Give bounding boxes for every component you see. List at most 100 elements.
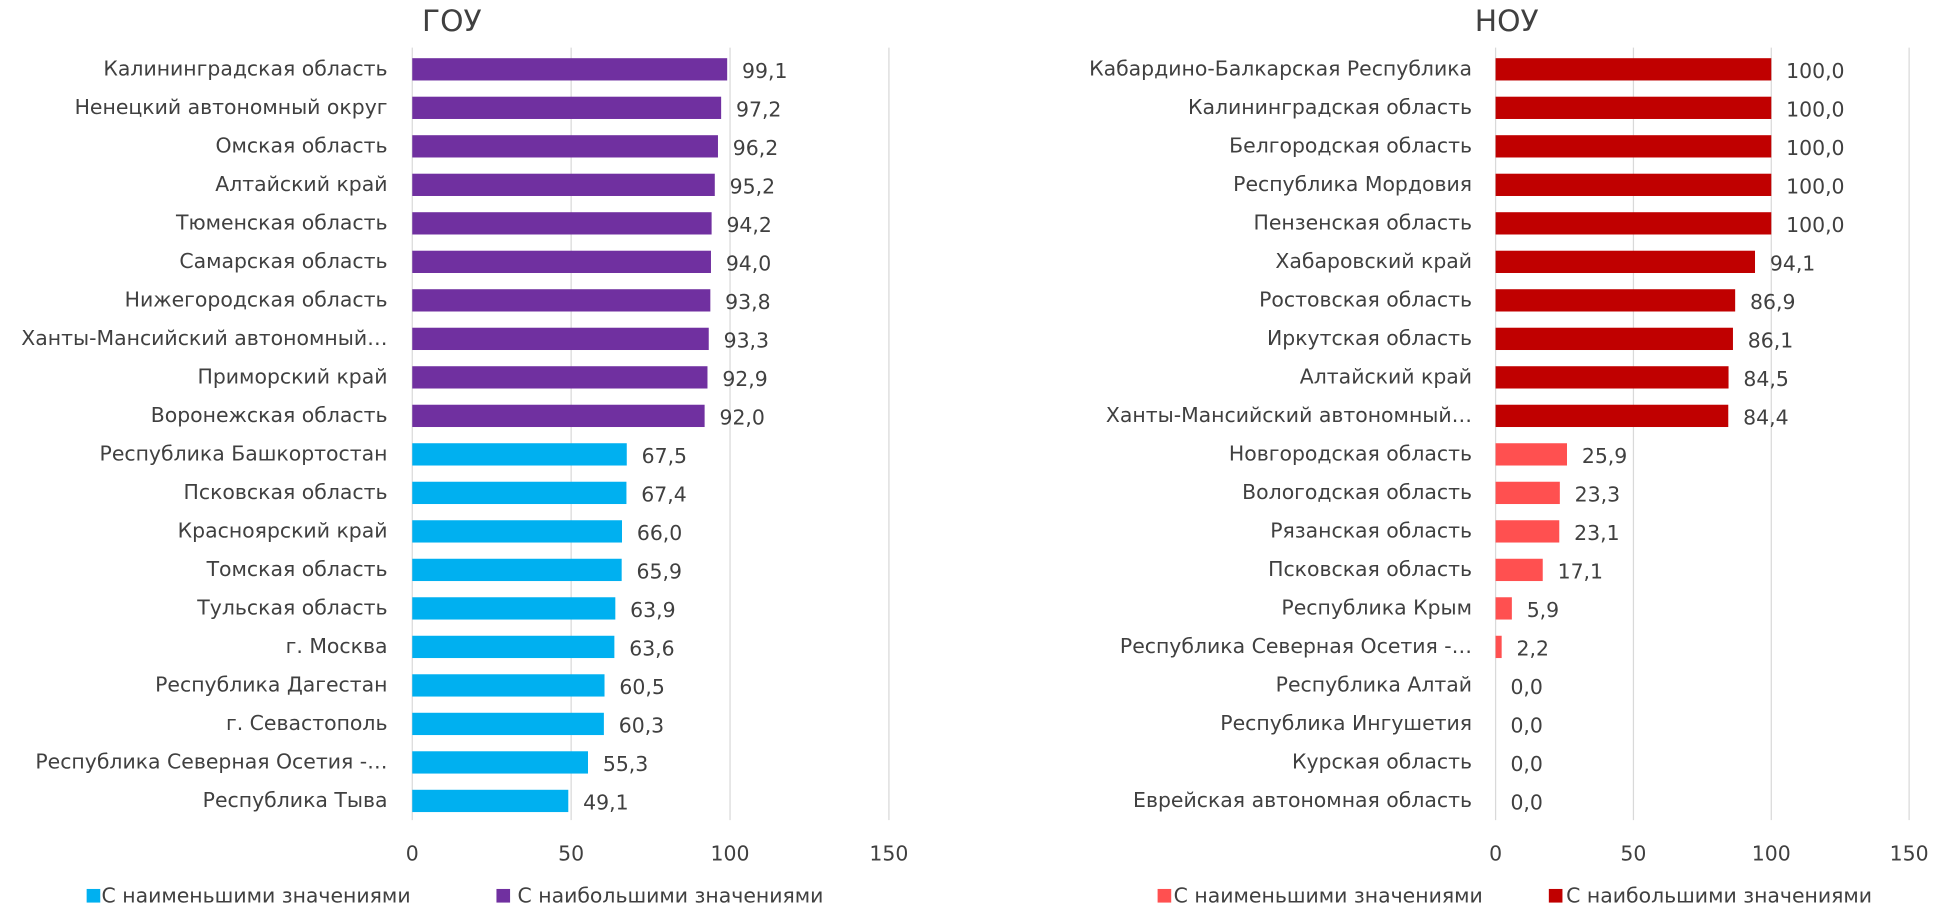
data-label: 60,5 [619,675,664,699]
x-tick-label: 100 [711,841,750,865]
category-label: Томская область [206,557,388,581]
data-label: 94,2 [726,213,771,237]
data-label: 93,3 [724,328,769,352]
bar [1495,443,1567,466]
bar [412,327,709,351]
bar [1495,520,1560,543]
x-tick-label: 150 [1890,841,1929,865]
data-label: 84,4 [1743,405,1788,429]
category-label: Республика Дагестан [155,672,387,696]
data-label: 100,0 [1786,174,1844,198]
bar [412,173,715,196]
bar [1495,327,1733,351]
bar [1495,404,1729,428]
category-label: Ненецкий автономный округ [75,95,388,119]
category-label: Республика Северная Осетия -… [35,749,387,773]
chart-title: ГОУ [422,4,482,39]
bar [1495,558,1543,582]
bar [412,751,588,774]
category-label: Ханты-Мансийский автономный… [21,326,387,350]
category-label: Пензенская область [1254,210,1473,234]
data-label: 60,3 [619,713,664,737]
data-label: 84,5 [1743,367,1788,391]
data-label: 25,9 [1582,444,1627,468]
data-label: 0,0 [1510,752,1542,776]
bar [412,250,711,273]
data-label: 65,9 [637,559,682,583]
data-label: 86,9 [1750,290,1795,314]
bar [1495,597,1512,620]
category-label: Республика Северная Осетия -… [1120,634,1472,658]
category-label: Республика Тыва [203,788,388,812]
bar [412,597,616,620]
data-label: 0,0 [1510,675,1542,699]
data-label: 92,0 [719,405,764,429]
category-label: Тульская область [196,595,387,619]
bar [1495,366,1729,389]
category-label: Иркутская область [1267,326,1472,350]
x-tick-label: 100 [1752,841,1791,865]
bar [1495,135,1772,158]
category-label: Еврейская автономная область [1133,788,1472,812]
x-tick-label: 50 [558,841,584,865]
x-tick-label: 50 [1620,841,1646,865]
category-label: Новгородская область [1229,441,1472,465]
legend-label: С наибольшими значениями [1566,883,1872,907]
category-label: Калининградская область [1188,95,1472,119]
data-label: 63,9 [630,598,675,622]
x-tick-label: 150 [869,841,908,865]
legend-swatch [1548,888,1563,903]
bar [1495,212,1772,235]
data-label: 100,0 [1786,136,1844,160]
data-label: 97,2 [736,97,781,121]
bar [412,58,728,81]
legend-swatch [496,888,511,903]
legend-label: С наименьшими значениями [1174,883,1483,907]
x-tick-label: 0 [1489,841,1502,865]
category-label: г. Севастополь [226,711,388,735]
bar [412,481,627,505]
data-label: 17,1 [1558,559,1603,583]
bar [1495,289,1736,312]
category-label: Ханты-Мансийский автономный… [1106,403,1472,427]
category-label: Алтайский край [1300,364,1472,388]
data-label: 0,0 [1510,713,1542,737]
category-label: Воронежская область [151,403,388,427]
bar [412,366,708,389]
category-label: Республика Ингушетия [1220,711,1472,735]
data-label: 5,9 [1527,598,1559,622]
x-tick-label: 0 [406,841,419,865]
bar [1495,635,1502,659]
data-label: 100,0 [1786,213,1844,237]
data-label: 94,1 [1770,251,1815,275]
category-label: Тюменская область [175,210,387,234]
category-label: Республика Мордовия [1233,172,1472,196]
category-label: Курская область [1292,749,1472,773]
category-label: Республика Алтай [1276,672,1472,696]
category-label: Самарская область [179,249,387,273]
category-label: Приморский край [198,364,388,388]
category-label: Вологодская область [1242,480,1472,504]
category-label: Рязанская область [1270,518,1472,542]
data-label: 23,3 [1575,482,1620,506]
data-label: 66,0 [637,521,682,545]
bar [412,674,605,697]
bar [1495,250,1756,273]
data-label: 99,1 [742,59,787,83]
data-label: 23,1 [1574,521,1619,545]
bar [1495,58,1772,81]
category-label: Республика Крым [1281,595,1472,619]
bar [412,558,622,582]
data-label: 100,0 [1786,97,1844,121]
category-label: Алтайский край [215,172,387,196]
category-label: Хабаровский край [1275,249,1472,273]
category-label: Нижегородская область [125,287,388,311]
data-label: 86,1 [1748,328,1793,352]
data-label: 55,3 [603,752,648,776]
data-label: 96,2 [733,136,778,160]
data-label: 63,6 [629,636,674,660]
category-label: Калининградская область [103,56,387,80]
data-label: 0,0 [1510,790,1542,814]
category-label: Псковская область [184,480,388,504]
bar [412,96,722,119]
